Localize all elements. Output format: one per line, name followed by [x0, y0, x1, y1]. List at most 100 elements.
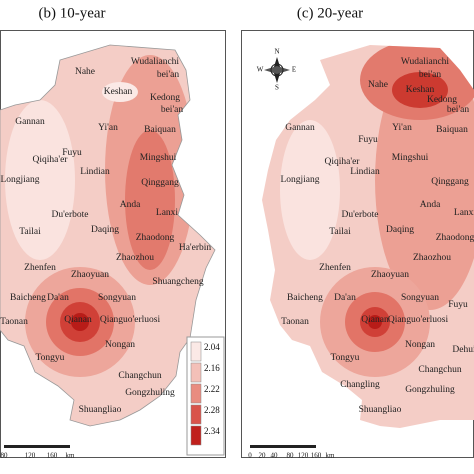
scale-label: 40 — [271, 452, 279, 460]
legend-label: 2.04 — [204, 342, 220, 352]
place-label: Tailai — [19, 227, 41, 237]
compass — [264, 57, 290, 83]
place-label: Gongzhuling — [405, 385, 455, 395]
legend-swatch — [190, 341, 202, 362]
place-label: Qianan — [64, 315, 92, 325]
place-label: Zhaoyuan — [71, 270, 109, 280]
place-label: Qinggang — [431, 177, 469, 187]
place-label: Changchun — [118, 371, 162, 381]
scale-label: 20 — [259, 452, 267, 460]
place-label: Shuangliao — [79, 405, 122, 415]
place-label: Dehui — [452, 345, 474, 355]
place-label: Gannan — [285, 123, 315, 133]
place-label: Changling — [340, 380, 380, 390]
place-label: Qinggang — [141, 178, 179, 188]
place-label: Lindian — [80, 167, 110, 177]
place-label: Kedong — [427, 95, 457, 105]
place-label: Yi'an — [392, 123, 412, 133]
place-label: Baicheng — [287, 293, 323, 303]
place-label: Wudalianchi — [401, 57, 450, 67]
panel-title: (b) 10-year — [38, 5, 105, 21]
place-label: Da'an — [47, 293, 69, 303]
scale-label: 80 — [287, 452, 295, 460]
place-label: Baicheng — [10, 293, 46, 303]
compass-label: W — [257, 66, 264, 74]
compass-label: N — [274, 48, 279, 56]
place-label: Fuyu — [358, 135, 378, 145]
legend-label: 2.34 — [204, 426, 220, 436]
scale-label: km — [66, 452, 76, 460]
place-label: Daqing — [91, 225, 119, 235]
place-label: Baiquan — [436, 125, 468, 135]
place-label: Fuyu — [448, 300, 468, 310]
scale-label: 0 — [248, 452, 252, 460]
legend-swatch — [190, 425, 202, 446]
place-label: Gongzhuling — [125, 388, 175, 398]
place-label: Nahe — [368, 80, 388, 90]
place-label: Daqing — [386, 225, 414, 235]
place-label: Nongan — [405, 340, 435, 350]
place-label: Taonan — [281, 317, 309, 327]
legend-label: 2.22 — [204, 384, 220, 394]
legend-swatch — [190, 404, 202, 425]
place-label: Lindian — [350, 167, 380, 177]
place-label: Gannan — [15, 117, 45, 127]
place-label: Zhenfen — [319, 262, 351, 273]
place-label: Nongan — [105, 340, 135, 350]
place-label: Changchun — [418, 365, 462, 375]
place-label: Longjiang — [0, 175, 39, 185]
place-label: Tongyu — [36, 353, 65, 363]
place-label: Du'erbote — [341, 210, 378, 220]
place-label: Nahe — [75, 67, 95, 77]
place-label: Zhaoyuan — [371, 270, 409, 280]
legend-label: 2.16 — [204, 363, 220, 373]
place-label: Da'an — [334, 293, 356, 303]
scale-label: 80 — [1, 452, 9, 460]
compass-label: S — [275, 84, 279, 92]
legend-swatch — [190, 362, 202, 383]
place-label: Anda — [420, 200, 441, 210]
place-label: Qianguo'erluosi — [388, 315, 449, 325]
place-label: Keshan — [406, 85, 435, 95]
place-label: bei'an — [161, 105, 184, 115]
place-label: Qiqiha'er — [33, 155, 69, 165]
place-label: bei'an — [447, 105, 470, 115]
place-label: Qianan — [361, 315, 389, 325]
legend-swatch — [190, 383, 202, 404]
place-label: Ha'erbin — [179, 243, 212, 253]
place-label: Yi'an — [98, 123, 118, 133]
place-label: Longjiang — [280, 175, 319, 185]
place-label: Zhenfen — [24, 262, 56, 273]
place-label: Songyuan — [401, 293, 439, 303]
place-label: Zhaozhou — [413, 253, 451, 263]
scale-label: 160 — [311, 452, 322, 460]
place-label: Shuangliao — [359, 405, 402, 415]
map-right — [262, 45, 474, 428]
scale-label: 160 — [47, 452, 58, 460]
place-label: Tongyu — [331, 353, 360, 363]
place-label: bei'an — [419, 70, 442, 80]
place-label: Zhaodong — [436, 233, 474, 243]
place-label: Taonan — [0, 317, 28, 327]
scale-label: 120 — [298, 452, 309, 460]
place-label: Wudalianchi — [131, 57, 180, 67]
place-label: Qiqiha'er — [325, 157, 361, 167]
scale-label: 120 — [25, 452, 36, 460]
panel-title: (c) 20-year — [297, 5, 363, 21]
place-label: Anda — [120, 200, 141, 210]
place-label: Shuangcheng — [152, 277, 203, 287]
place-label: Baiquan — [144, 125, 176, 135]
place-label: bei'an — [157, 70, 180, 80]
place-label: Qianguo'erluosi — [100, 315, 161, 325]
place-label: Du'erbote — [51, 210, 88, 220]
scale-bars — [4, 445, 316, 448]
place-label: Keshan — [104, 87, 133, 97]
place-label: Zhaodong — [136, 233, 175, 243]
place-label: Songyuan — [98, 293, 136, 303]
place-label: Lanxi — [454, 208, 474, 218]
place-label: Kedong — [150, 93, 180, 103]
scale-label: km — [326, 452, 336, 460]
place-label: Mingshui — [140, 153, 177, 163]
legend-label: 2.28 — [204, 405, 220, 415]
